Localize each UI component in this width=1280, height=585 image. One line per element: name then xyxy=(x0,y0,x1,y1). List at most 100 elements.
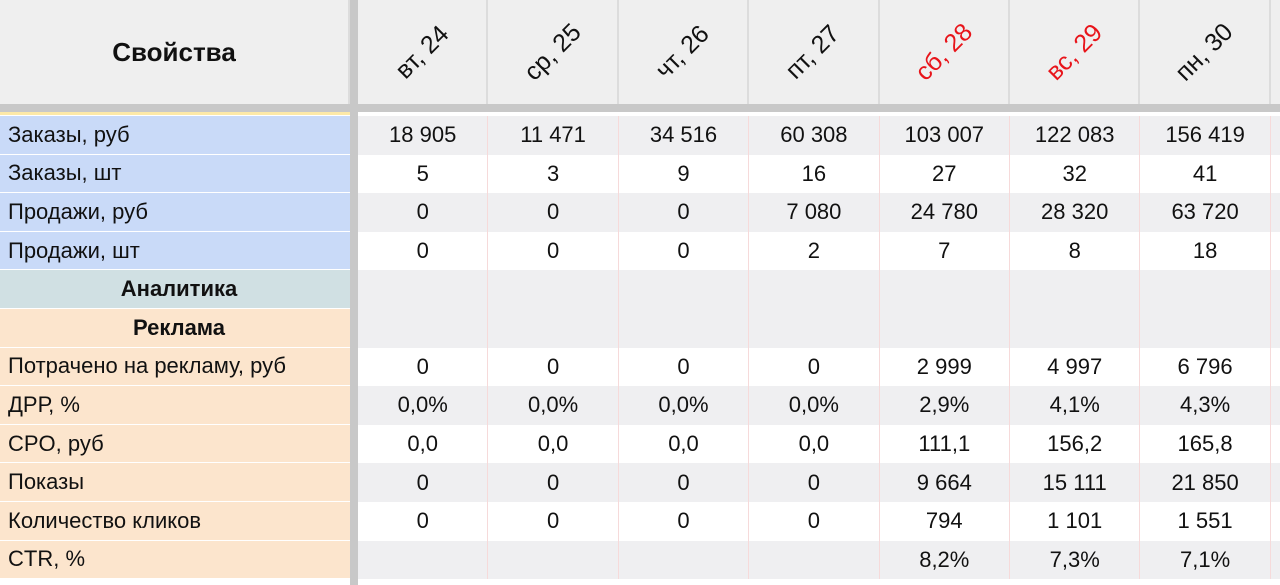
row-label: Количество кликов xyxy=(0,502,350,541)
cell: 0,0 xyxy=(358,424,489,464)
date-header-overflow xyxy=(1270,0,1280,104)
row-label: ДРР, % xyxy=(0,386,350,425)
cell: 0 xyxy=(488,231,619,271)
cell: 0,0 xyxy=(488,424,619,464)
row-label: Заказы, руб xyxy=(0,116,350,155)
cell xyxy=(749,309,880,348)
cell: 0 xyxy=(618,193,750,232)
cell: 111,1 xyxy=(879,424,1010,464)
cell xyxy=(488,309,619,348)
cell: 21 850 xyxy=(1140,463,1271,502)
cell: 4,1% xyxy=(1010,386,1141,425)
cell: 41 xyxy=(1140,154,1271,194)
cell xyxy=(618,309,750,348)
cell xyxy=(358,540,489,580)
cell: 0 xyxy=(618,502,750,541)
cell: 63 720 xyxy=(1140,193,1271,232)
cell xyxy=(1270,231,1280,271)
cell xyxy=(488,270,619,309)
date-header: вт, 24 xyxy=(358,0,489,104)
cell: 0 xyxy=(618,347,750,387)
cell: 8,2% xyxy=(879,540,1010,580)
date-header: чт, 26 xyxy=(618,0,750,104)
cell xyxy=(1270,154,1280,194)
cell xyxy=(749,540,880,580)
cell: 122 083 xyxy=(1010,116,1141,155)
cell: 7 080 xyxy=(749,193,880,232)
section-label: Аналитика xyxy=(0,270,350,309)
cell: 7,3% xyxy=(1010,540,1141,580)
cell: 0 xyxy=(749,347,880,387)
cell: 7 xyxy=(879,231,1010,271)
date-header: пт, 27 xyxy=(749,0,880,104)
cell xyxy=(618,270,750,309)
cell xyxy=(1140,270,1271,309)
cell xyxy=(1270,347,1280,387)
cell: 0 xyxy=(358,502,489,541)
cell: 2 999 xyxy=(879,347,1010,387)
date-header: ср, 25 xyxy=(488,0,619,104)
cell xyxy=(1010,309,1141,348)
cell: 9 664 xyxy=(879,463,1010,502)
cell xyxy=(1270,270,1280,309)
cell: 0,0% xyxy=(618,386,750,425)
cell: 16 xyxy=(749,154,880,194)
date-header: вс, 29 xyxy=(1010,0,1141,104)
cell xyxy=(879,270,1010,309)
cell: 0,0% xyxy=(358,386,489,425)
cell: 0 xyxy=(358,463,489,502)
cell xyxy=(488,540,619,580)
cell: 156 419 xyxy=(1140,116,1271,155)
cell: 0 xyxy=(618,463,750,502)
cell xyxy=(358,270,489,309)
cell: 32 xyxy=(1010,154,1141,194)
row-label: Продажи, руб xyxy=(0,193,350,232)
cell: 28 320 xyxy=(1010,193,1141,232)
cell xyxy=(1270,193,1280,232)
cell xyxy=(1270,116,1280,155)
cell: 0 xyxy=(358,193,489,232)
cell xyxy=(1270,386,1280,425)
cell xyxy=(1140,309,1271,348)
cell: 0 xyxy=(488,193,619,232)
cell: 3 xyxy=(488,154,619,194)
cell: 11 471 xyxy=(488,116,619,155)
cell: 0 xyxy=(488,463,619,502)
cell xyxy=(749,270,880,309)
cell: 0 xyxy=(358,347,489,387)
cell: 2,9% xyxy=(879,386,1010,425)
cell xyxy=(1010,270,1141,309)
cell: 794 xyxy=(879,502,1010,541)
cell: 18 905 xyxy=(358,116,489,155)
cell: 5 xyxy=(358,154,489,194)
frozen-divider xyxy=(350,0,358,585)
cell: 0 xyxy=(358,231,489,271)
cell: 0 xyxy=(488,502,619,541)
cell: 0,0% xyxy=(488,386,619,425)
cell: 15 111 xyxy=(1010,463,1141,502)
cell: 9 xyxy=(618,154,750,194)
cell: 24 780 xyxy=(879,193,1010,232)
cell: 0,0% xyxy=(749,386,880,425)
header-title: Свойства xyxy=(0,0,350,104)
header-divider xyxy=(0,104,1280,112)
cell: 0,0 xyxy=(749,424,880,464)
cell: 0 xyxy=(749,502,880,541)
row-label: Потрачено на рекламу, руб xyxy=(0,347,350,387)
row-label: Показы xyxy=(0,463,350,502)
cell: 103 007 xyxy=(879,116,1010,155)
row-label: Продажи, шт xyxy=(0,231,350,271)
cell: 0 xyxy=(749,463,880,502)
row-label: Заказы, шт xyxy=(0,154,350,194)
cell: 165,8 xyxy=(1140,424,1271,464)
cell: 8 xyxy=(1010,231,1141,271)
cell: 34 516 xyxy=(618,116,750,155)
cell: 0 xyxy=(618,231,750,271)
cell: 0 xyxy=(488,347,619,387)
cell: 7,1% xyxy=(1140,540,1271,580)
cell xyxy=(1270,424,1280,464)
cell: 4 997 xyxy=(1010,347,1141,387)
cell: 0,0 xyxy=(618,424,750,464)
cell: 18 xyxy=(1140,231,1271,271)
